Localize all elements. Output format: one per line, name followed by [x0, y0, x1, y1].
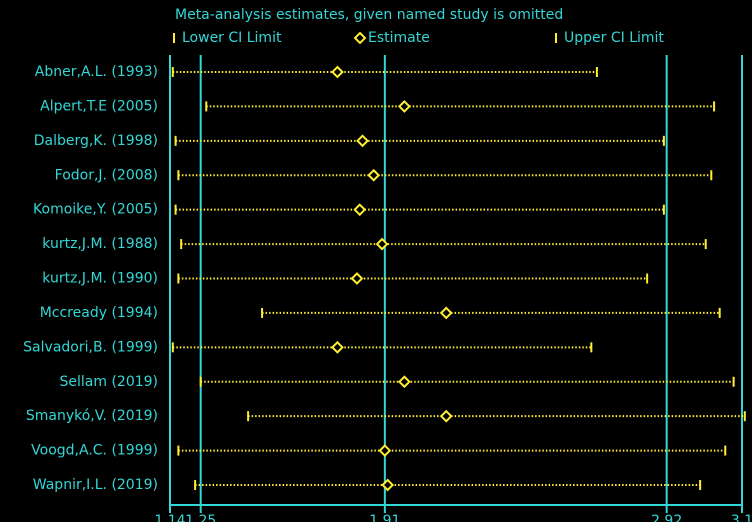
y-tick-label: Komoike,Y. (2005) — [33, 202, 158, 218]
estimate — [397, 100, 411, 113]
legend-label: Upper CI Limit — [564, 30, 664, 46]
legend-label: Estimate — [368, 30, 430, 46]
estimate — [381, 478, 395, 492]
y-tick-label: Wapnir,I.L. (2019) — [33, 477, 158, 493]
estimate — [331, 340, 344, 354]
estimate — [439, 409, 453, 423]
y-tick-label: Smanykó,V. (2019) — [26, 408, 158, 424]
legend-marker — [353, 31, 367, 45]
y-tick-label: Salvadori,B. (1999) — [23, 339, 158, 355]
x-tick-label: 2.92 — [651, 513, 682, 522]
x-tick-label: 1.91 — [369, 513, 400, 522]
y-tick-label: Fodor,J. (2008) — [55, 167, 158, 183]
x-tick-label: 1.14 — [154, 513, 185, 522]
y-tick-label: Abner,A.L. (1993) — [35, 64, 158, 80]
x-tick-label: 1.25 — [185, 513, 216, 522]
y-tick-label: Mccready (1994) — [40, 305, 158, 321]
estimate — [375, 237, 389, 251]
y-tick-label: kurtz,J.M. (1990) — [42, 271, 158, 287]
estimate — [439, 306, 453, 320]
y-tick-label: Alpert,T.E (2005) — [40, 98, 158, 114]
x-tick-label: 3.1 — [731, 513, 752, 522]
estimate — [356, 134, 369, 148]
y-tick-label: Voogd,A.C. (1999) — [31, 443, 158, 459]
estimate — [397, 375, 411, 389]
legend-label: Lower CI Limit — [182, 30, 282, 46]
estimate — [378, 444, 392, 457]
estimate — [367, 168, 381, 182]
chart-title: Meta-analysis estimates, given named stu… — [175, 7, 563, 23]
y-tick-label: kurtz,J.M. (1988) — [42, 236, 158, 252]
estimate — [350, 272, 364, 285]
estimate — [331, 65, 344, 79]
y-tick-label: Dalberg,K. (1998) — [34, 133, 158, 149]
y-tick-label: Sellam (2019) — [60, 374, 159, 390]
estimate — [353, 203, 367, 217]
